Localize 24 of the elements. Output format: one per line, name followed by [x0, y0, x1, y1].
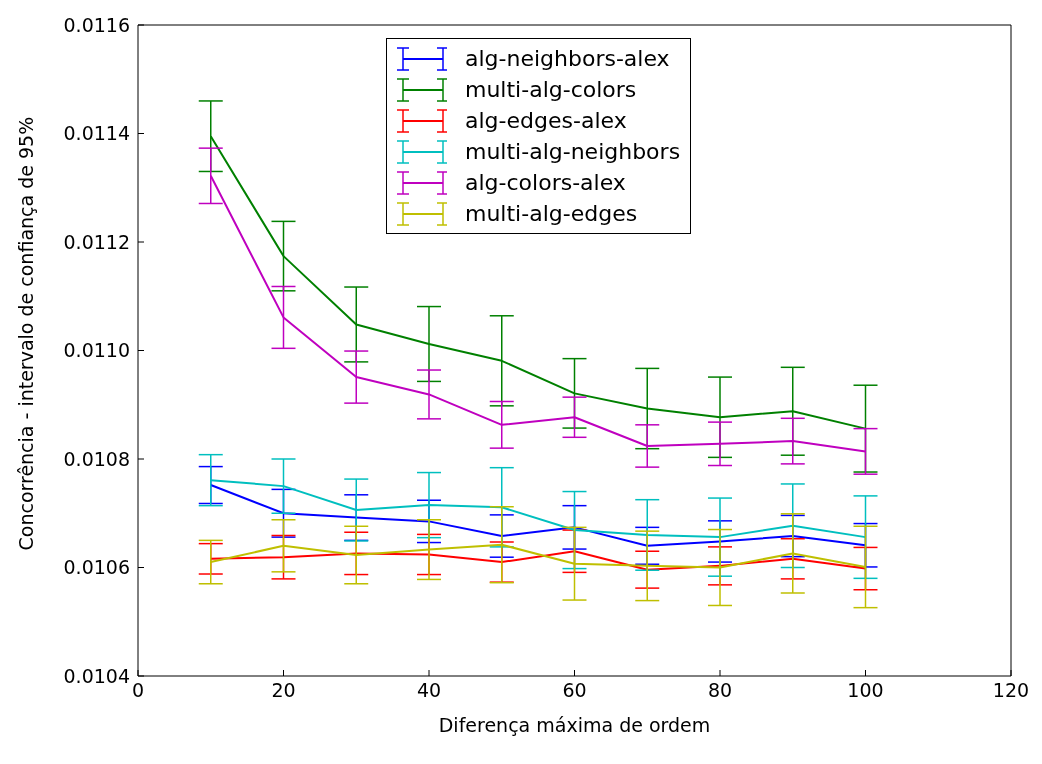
y-tick-label: 0.0108 [63, 447, 130, 470]
legend-label: alg-colors-alex [465, 170, 626, 195]
y-tick-label: 0.0112 [63, 230, 130, 253]
y-tick-label: 0.0114 [63, 122, 130, 145]
x-tick-label: 20 [271, 679, 296, 702]
x-tick-label: 120 [992, 679, 1030, 702]
x-axis-title: Diferença máxima de ordem [438, 714, 711, 736]
y-tick-label: 0.0116 [63, 13, 130, 36]
y-tick-label: 0.0104 [63, 664, 130, 687]
legend-label: alg-neighbors-alex [465, 46, 670, 71]
y-tick-label: 0.0110 [63, 339, 130, 362]
line-series [209, 484, 867, 547]
x-tick-label: 80 [707, 679, 733, 702]
x-tick-label: 60 [562, 679, 587, 702]
line-series [209, 550, 867, 571]
legend-label: alg-edges-alex [465, 108, 627, 133]
x-tick-label: 40 [416, 679, 442, 702]
x-tick-label: 0 [131, 679, 145, 702]
legend-label: multi-alg-edges [465, 201, 638, 226]
legend-label: multi-alg-neighbors [465, 139, 681, 164]
y-axis-title: Concorrência - intervalo de confiança de 95% [14, 116, 37, 551]
x-tick-label: 100 [847, 679, 884, 702]
legend-label: multi-alg-colors [465, 77, 637, 102]
y-tick-label: 0.0106 [63, 556, 130, 579]
